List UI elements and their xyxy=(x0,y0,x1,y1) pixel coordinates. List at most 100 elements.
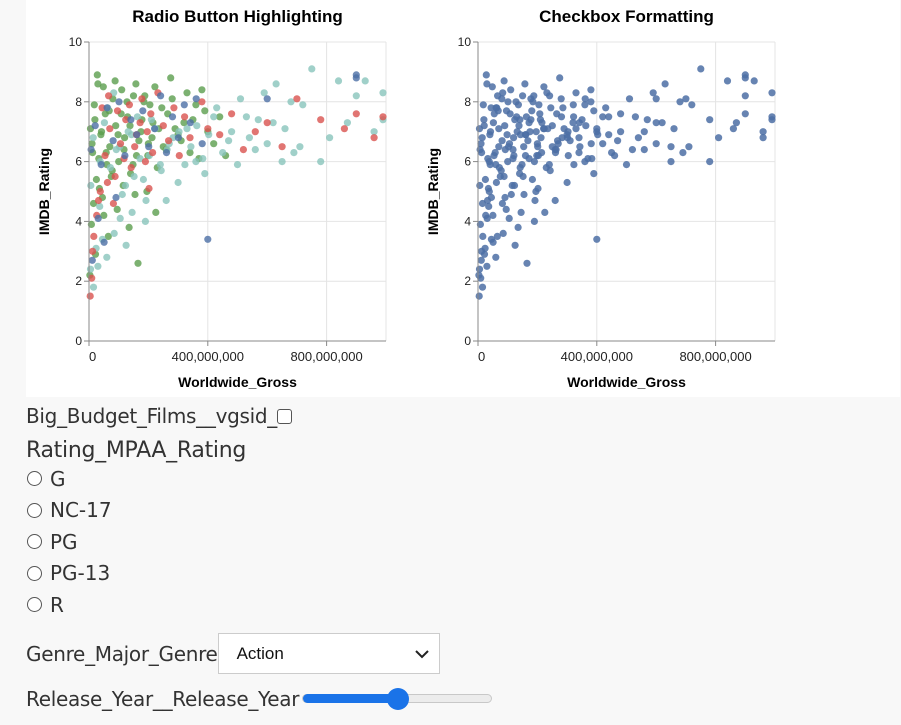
checkbox-chart-point-240 xyxy=(483,214,491,222)
checkbox-chart-point-133 xyxy=(530,217,538,225)
radio-chart-point-205 xyxy=(145,184,153,193)
radio-chart-point-105 xyxy=(219,149,227,157)
checkbox-chart-point-201 xyxy=(478,247,486,255)
checkbox-chart-point-223 xyxy=(522,131,530,139)
checkbox-chart-point-211 xyxy=(520,143,528,151)
checkbox-chart-point-206 xyxy=(487,104,495,112)
checkbox-chart-point-162 xyxy=(667,158,675,166)
radio-chart-point-193 xyxy=(263,119,271,127)
radio-chart-point-238 xyxy=(352,74,360,82)
year-slider-thumb[interactable] xyxy=(387,688,410,710)
checkbox-chart-point-58 xyxy=(503,131,511,139)
radio-chart-point-133 xyxy=(141,217,149,225)
radio-chart-point-11 xyxy=(112,122,120,130)
checkbox-chart-point-85 xyxy=(476,181,484,190)
radio-chart-point-191 xyxy=(239,146,247,154)
radio-chart-point-160 xyxy=(260,89,268,97)
checkbox-chart-point-94 xyxy=(519,172,527,181)
checkbox-chart-point-181 xyxy=(548,122,556,130)
radio-option-nc-17[interactable]: NC-17 xyxy=(26,495,886,527)
radio-chart-point-192 xyxy=(251,128,259,136)
checkbox-chart-point-62 xyxy=(515,122,523,130)
radio-chart-point-52 xyxy=(97,128,106,136)
checkbox-chart-point-242 xyxy=(501,193,509,202)
checkbox-chart-point-219 xyxy=(498,137,506,145)
radio-chart-point-123 xyxy=(379,89,387,97)
checkbox-chart-point-191 xyxy=(628,146,637,154)
radio-chart-point-194 xyxy=(278,143,286,151)
checkbox-chart-x-axis-label: Worldwide_Gross xyxy=(567,374,686,390)
checkbox-chart-point-178 xyxy=(532,128,540,136)
radio-circle[interactable] xyxy=(27,471,42,487)
radio-chart-point-223 xyxy=(133,131,141,139)
radio-chart-point-189 xyxy=(216,131,224,139)
radio-chart-point-210 xyxy=(125,101,133,109)
checkbox-chart-point-132 xyxy=(517,208,525,216)
radio-chart-point-242 xyxy=(112,193,120,202)
radio-circle[interactable] xyxy=(27,597,42,613)
checkbox-chart-point-57 xyxy=(500,77,508,85)
radio-chart-point-43 xyxy=(131,190,139,199)
year-row: Release_Year__Release_Year xyxy=(26,679,886,719)
radio-chart-point-13 xyxy=(118,86,126,94)
radio-chart-point-220 xyxy=(115,98,123,106)
radio-chart-point-48 xyxy=(88,140,96,148)
checkbox-chart-point-92 xyxy=(507,190,515,199)
checkbox-chart-point-170 xyxy=(490,152,498,160)
checkbox-chart-point-111 xyxy=(661,80,669,88)
checkbox-chart-point-238 xyxy=(741,74,749,82)
checkbox-chart-point-190 xyxy=(617,110,625,118)
radio-chart-point-42 xyxy=(125,223,133,231)
checkbox-chart-point-152 xyxy=(582,122,590,130)
radio-chart-point-163 xyxy=(287,98,295,106)
checkbox-chart-point-108 xyxy=(634,134,643,142)
big-budget-checkbox[interactable] xyxy=(276,408,292,424)
checkbox-chart-point-98 xyxy=(545,161,553,169)
checkbox-chart-point-187 xyxy=(587,98,595,106)
checkbox-chart-point-100 xyxy=(563,178,571,187)
radio-chart-point-113 xyxy=(290,149,298,157)
checkbox-chart-point-214 xyxy=(536,110,544,118)
checkbox-chart-point-3 xyxy=(481,175,489,184)
radio-chart-point-216 xyxy=(91,122,99,130)
checkbox-chart-point-175 xyxy=(516,164,524,172)
radio-circle[interactable] xyxy=(27,565,42,581)
radio-chart-y-tick-label-3: 6 xyxy=(75,155,82,169)
checkbox-chart-point-14 xyxy=(510,134,518,142)
radio-chart-point-97 xyxy=(147,116,155,124)
radio-chart-point-119 xyxy=(343,119,351,127)
radio-chart-point-241 xyxy=(100,238,108,246)
radio-chart-point-3 xyxy=(92,175,100,184)
checkbox-chart-point-103 xyxy=(590,170,598,178)
radio-chart-point-222 xyxy=(127,116,135,124)
checkbox-chart-point-196 xyxy=(706,116,714,124)
radio-chart-point-38 xyxy=(104,232,112,240)
checkbox-chart-point-164 xyxy=(685,143,693,151)
checkbox-chart-point-12 xyxy=(504,158,512,166)
genre-select[interactable]: Action xyxy=(217,633,440,674)
radio-chart-point-190 xyxy=(228,110,236,118)
radio-chart-point-58 xyxy=(114,131,122,139)
radio-chart-x-tick-label-0: 0 xyxy=(89,349,96,364)
checkbox-chart-point-43 xyxy=(520,190,528,199)
checkbox-chart-point-53 xyxy=(488,83,496,91)
checkbox-chart-point-102 xyxy=(581,158,589,166)
radio-chart-point-4 xyxy=(94,80,102,88)
checkbox-chart-point-231 xyxy=(569,101,577,109)
radio-chart-point-219 xyxy=(109,137,117,145)
checkbox-chart-point-182 xyxy=(554,137,562,145)
radio-label: PG-13 xyxy=(50,561,111,586)
radio-option-r[interactable]: R xyxy=(26,589,886,621)
big-budget-row: Big_Budget_Films__vgsid_ xyxy=(26,400,886,432)
radio-option-g[interactable]: G xyxy=(26,463,886,495)
radio-chart-point-157 xyxy=(233,161,242,169)
checkbox-chart-point-64 xyxy=(521,80,529,88)
radio-chart-point-179 xyxy=(149,149,157,157)
radio-chart-point-65 xyxy=(135,137,143,145)
radio-circle[interactable] xyxy=(27,534,42,550)
radio-option-pg[interactable]: PG xyxy=(26,526,886,558)
radio-circle[interactable] xyxy=(27,502,42,518)
radio-chart-point-40 xyxy=(113,205,121,213)
year-slider[interactable] xyxy=(302,688,493,710)
radio-option-pg-13[interactable]: PG-13 xyxy=(26,558,886,590)
